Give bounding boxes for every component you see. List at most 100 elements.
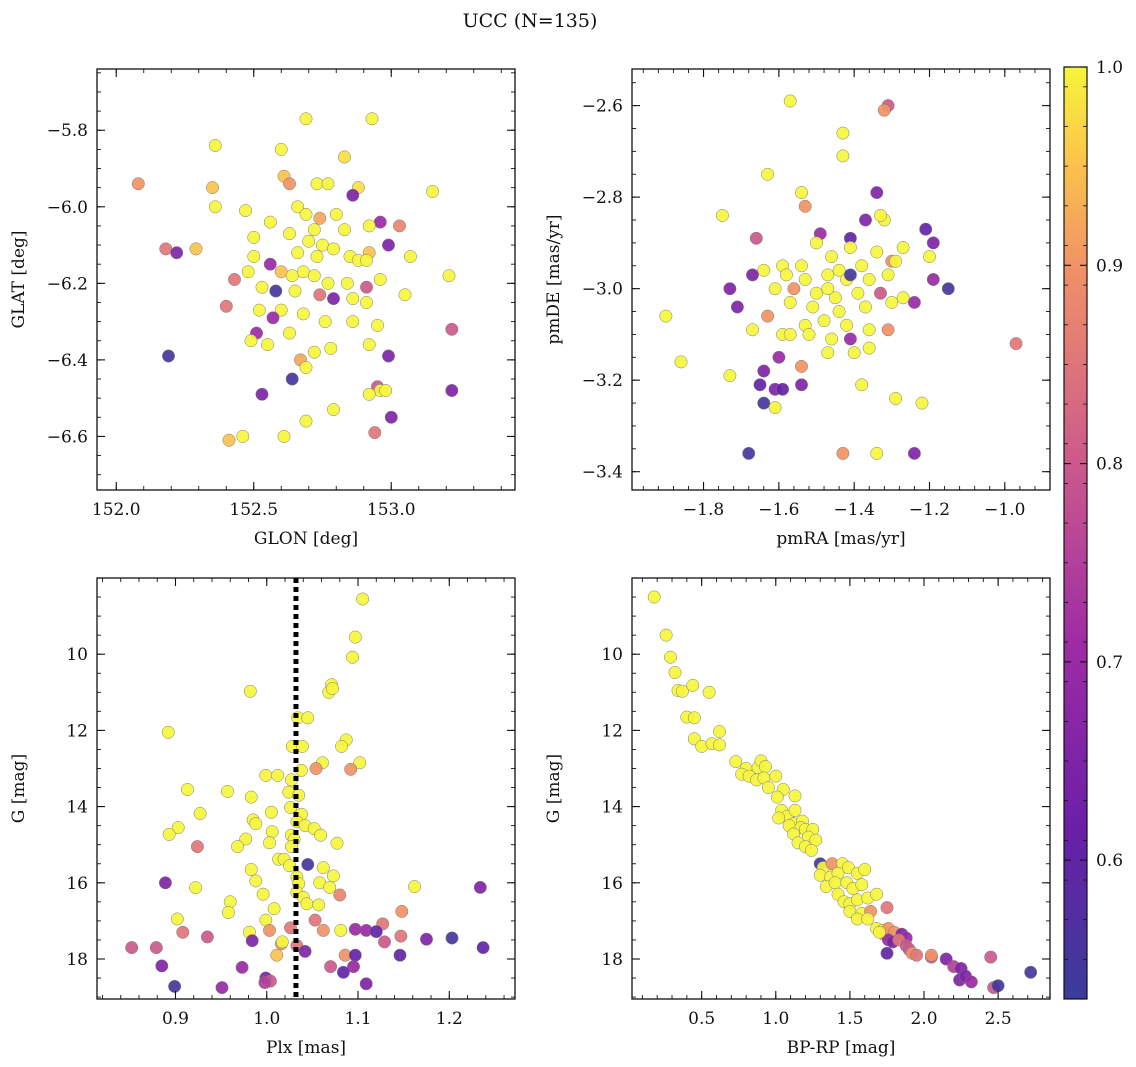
data-point bbox=[338, 150, 351, 164]
data-point bbox=[713, 725, 726, 738]
data-point bbox=[984, 950, 998, 964]
data-point bbox=[263, 257, 277, 271]
data-point bbox=[299, 414, 313, 428]
data-point bbox=[336, 965, 350, 979]
x-tick-label: −1.6 bbox=[758, 500, 799, 520]
data-point bbox=[308, 913, 322, 927]
data-point bbox=[348, 922, 362, 936]
data-point bbox=[889, 392, 903, 405]
data-point bbox=[170, 246, 184, 260]
data-point bbox=[798, 273, 812, 286]
data-point bbox=[362, 219, 376, 233]
data-point bbox=[758, 760, 772, 774]
data-point bbox=[346, 315, 360, 329]
data-point bbox=[753, 378, 767, 392]
data-point bbox=[310, 177, 324, 191]
data-point bbox=[215, 981, 229, 995]
data-point bbox=[353, 756, 367, 770]
data-point bbox=[302, 234, 316, 248]
data-point bbox=[821, 282, 835, 296]
data-point bbox=[874, 286, 887, 300]
data-point bbox=[923, 250, 936, 264]
x-tick-label: 1.5 bbox=[836, 1009, 863, 1029]
data-point bbox=[783, 295, 797, 309]
data-point bbox=[395, 904, 409, 918]
data-point bbox=[344, 762, 358, 776]
data-point bbox=[770, 790, 784, 804]
data-point bbox=[356, 592, 370, 606]
data-point bbox=[231, 840, 245, 854]
data-point bbox=[221, 784, 234, 798]
data-point bbox=[810, 286, 823, 300]
y-tick-label: −3.2 bbox=[582, 371, 623, 391]
data-point bbox=[919, 222, 933, 236]
data-point bbox=[309, 762, 323, 775]
data-point bbox=[746, 323, 759, 337]
x-axis-label: Plx [mas] bbox=[266, 1038, 346, 1058]
data-point bbox=[324, 341, 338, 355]
data-point bbox=[907, 295, 921, 309]
axis-ticks bbox=[97, 577, 515, 999]
scatter-points bbox=[131, 112, 459, 447]
data-point bbox=[674, 355, 688, 369]
data-point bbox=[828, 291, 842, 305]
data-point bbox=[365, 112, 379, 126]
x-tick-label: 0.5 bbox=[688, 1009, 715, 1029]
data-point bbox=[426, 185, 439, 198]
data-point bbox=[321, 177, 335, 191]
data-point bbox=[296, 307, 310, 321]
data-point bbox=[307, 345, 321, 359]
data-point bbox=[843, 241, 857, 254]
colorbar-tick-label: 1.0 bbox=[1096, 58, 1123, 78]
y-axis-label: pmDE [mas/yr] bbox=[544, 214, 564, 344]
data-point bbox=[828, 876, 842, 890]
x-axis-label: BP-RP [mag] bbox=[787, 1038, 896, 1058]
data-point bbox=[379, 384, 393, 397]
data-point bbox=[859, 213, 872, 227]
y-axis-label: GLAT [deg] bbox=[9, 230, 29, 328]
data-point bbox=[338, 223, 351, 237]
data-point bbox=[359, 977, 373, 991]
data-point bbox=[299, 361, 313, 374]
data-point bbox=[283, 227, 296, 241]
data-point bbox=[263, 215, 277, 229]
x-tick-label: 2.5 bbox=[985, 1009, 1012, 1029]
data-point bbox=[235, 960, 249, 974]
data-point bbox=[255, 387, 269, 401]
data-point bbox=[131, 177, 145, 191]
data-point bbox=[274, 265, 288, 279]
colorbar-tick-label: 0.8 bbox=[1096, 455, 1123, 475]
data-point bbox=[283, 177, 296, 191]
data-point bbox=[244, 334, 258, 348]
figure-title: UCC (N=135) bbox=[463, 10, 598, 32]
data-point bbox=[241, 265, 255, 279]
data-point bbox=[324, 960, 338, 974]
data-point bbox=[269, 284, 283, 298]
data-point bbox=[687, 711, 701, 725]
data-point bbox=[769, 769, 783, 783]
data-point bbox=[862, 341, 876, 355]
x-tick-label: −1.2 bbox=[909, 500, 950, 520]
x-tick-label: 1.0 bbox=[762, 1009, 789, 1029]
data-point bbox=[686, 678, 700, 692]
data-point bbox=[161, 725, 175, 739]
y-tick-label: −6.2 bbox=[47, 274, 88, 294]
data-point bbox=[277, 429, 291, 443]
data-point bbox=[125, 941, 139, 955]
data-point bbox=[321, 276, 335, 290]
data-point bbox=[924, 948, 938, 962]
data-point bbox=[870, 245, 884, 259]
data-point bbox=[881, 268, 895, 282]
data-point bbox=[910, 948, 924, 962]
data-point bbox=[787, 282, 801, 296]
data-point bbox=[244, 790, 258, 804]
data-point bbox=[746, 268, 759, 282]
data-point bbox=[832, 305, 846, 318]
data-point bbox=[318, 315, 332, 329]
data-point bbox=[327, 242, 340, 256]
colorbar-tick-label: 0.6 bbox=[1096, 851, 1123, 871]
data-point bbox=[795, 186, 808, 200]
data-point bbox=[880, 946, 894, 960]
y-tick-label: 18 bbox=[601, 950, 623, 970]
